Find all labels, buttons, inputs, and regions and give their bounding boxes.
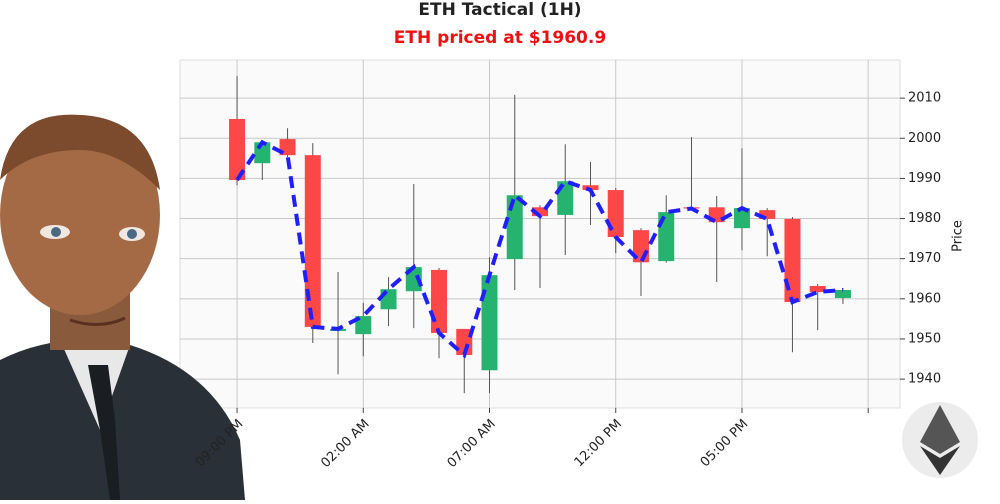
- x-tick-label: 12:00 PM: [572, 417, 625, 470]
- plot: 1940 1950 1960 1970 1980 1990 2000 2010: [180, 60, 941, 413]
- chart-subtitle: ETH priced at $1960.9: [394, 28, 606, 48]
- chart-title: ETH Tactical (1H): [418, 0, 581, 20]
- candle-body: [380, 289, 397, 310]
- candle-body: [582, 185, 599, 191]
- y-tick-label: 1950: [908, 331, 941, 346]
- x-tick-label: 05:00 PM: [698, 417, 751, 470]
- y-tick-label: 2000: [908, 131, 941, 146]
- y-tick-label: 2010: [908, 91, 941, 106]
- y-axis-label: Price: [951, 220, 966, 252]
- candle-body: [229, 119, 246, 181]
- candle-body: [506, 195, 523, 260]
- candle-body: [355, 316, 372, 335]
- eth-logo: [902, 402, 978, 478]
- y-tick-label: 1960: [908, 291, 941, 306]
- x-tick-label: 07:00 AM: [445, 417, 499, 471]
- x-tick-label: 02:00 AM: [318, 417, 372, 471]
- candle-body: [809, 285, 826, 292]
- character-illustration: [0, 114, 245, 500]
- candle-body: [304, 155, 321, 327]
- candle-body: [784, 218, 801, 303]
- candle-body: [759, 210, 776, 219]
- y-tick-label: 1990: [908, 171, 941, 186]
- candle-body: [607, 190, 624, 238]
- candle-body: [834, 289, 851, 299]
- candle-body: [733, 208, 750, 229]
- y-tick-label: 1940: [908, 372, 941, 387]
- y-tick-label: 1980: [908, 211, 941, 226]
- y-tick-label: 1970: [908, 251, 941, 266]
- trend-line: [235, 139, 844, 359]
- candle-body: [532, 207, 548, 217]
- candle-body: [431, 269, 448, 333]
- candle-body: [481, 275, 498, 371]
